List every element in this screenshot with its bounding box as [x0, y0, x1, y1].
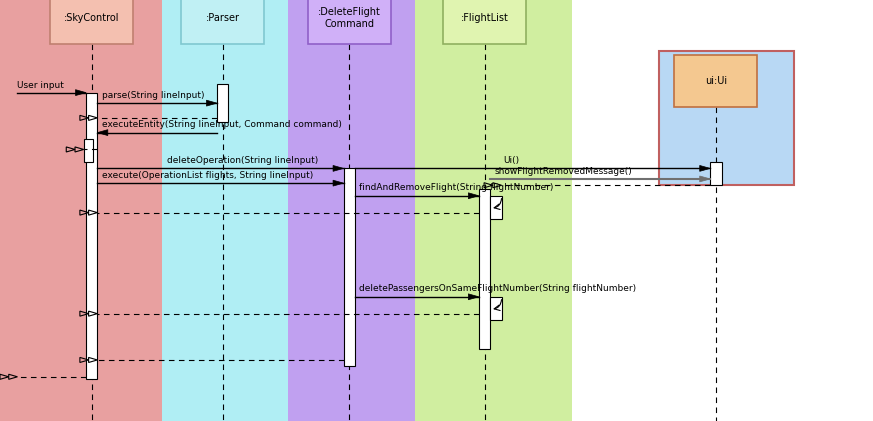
Bar [479, 189, 491, 349]
Bar [711, 162, 721, 185]
Text: findAndRemoveFlight(String flightNumber): findAndRemoveFlight(String flightNumber) [360, 184, 553, 192]
Bar [84, 139, 93, 162]
Bar [308, 0, 390, 44]
Text: deletePassengersOnSameFlightNumber(String flightNumber): deletePassengersOnSameFlightNumber(Strin… [360, 285, 636, 293]
Bar [674, 55, 757, 107]
Bar [443, 0, 526, 44]
Polygon shape [206, 100, 217, 106]
Text: :DeleteFlight
Command: :DeleteFlight Command [318, 7, 381, 29]
Bar [50, 0, 133, 44]
Text: execute(OperationList flights, String lineInput): execute(OperationList flights, String li… [101, 171, 313, 180]
Polygon shape [75, 90, 86, 96]
Bar [343, 168, 354, 366]
Polygon shape [700, 176, 711, 182]
Bar [288, 0, 415, 421]
Bar [162, 0, 288, 421]
Text: deleteOperation(String lineInput): deleteOperation(String lineInput) [168, 156, 319, 165]
Text: User input: User input [17, 81, 65, 90]
Text: :Parser: :Parser [206, 13, 239, 23]
Bar [491, 297, 501, 320]
Polygon shape [333, 165, 343, 171]
Text: executeEntity(String lineInput, Command command): executeEntity(String lineInput, Command … [101, 120, 341, 129]
Text: :SkyControl: :SkyControl [64, 13, 120, 23]
Bar [659, 51, 794, 185]
Polygon shape [333, 180, 343, 186]
Polygon shape [469, 193, 479, 199]
Bar [491, 196, 501, 219]
Bar [415, 0, 572, 421]
Polygon shape [700, 165, 711, 171]
Polygon shape [97, 130, 107, 136]
Bar [182, 0, 264, 44]
Polygon shape [469, 294, 479, 300]
Text: :FlightList: :FlightList [461, 13, 508, 23]
Text: ui:Ui: ui:Ui [705, 76, 727, 86]
Text: showFlightRemovedMessage(): showFlightRemovedMessage() [494, 167, 632, 176]
Bar [217, 84, 229, 122]
Bar [86, 93, 97, 379]
Text: parse(String lineInput): parse(String lineInput) [101, 91, 204, 100]
Text: Ui(): Ui() [503, 156, 519, 165]
Bar [0, 0, 162, 421]
